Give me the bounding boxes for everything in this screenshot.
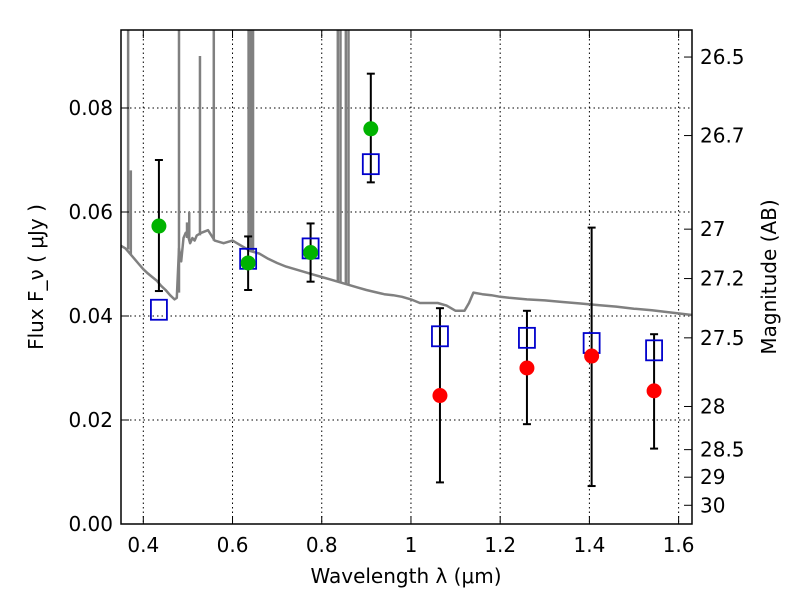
- detection-point: [240, 255, 256, 271]
- y-axis-ticks: 0.00 0.02 0.04 0.06 0.08: [68, 96, 129, 536]
- right-axis-label: Magnitude (AB): [757, 199, 781, 354]
- faint-point: [519, 360, 535, 376]
- y-tick-label: 0.08: [68, 96, 113, 120]
- x-tick-label: 0.8: [306, 533, 338, 557]
- right-tick-label: 28: [700, 394, 725, 418]
- faint-point: [432, 388, 448, 404]
- right-tick-label: 26.5: [700, 45, 745, 69]
- detection-point: [363, 121, 379, 137]
- model-photometry-square: [361, 153, 380, 176]
- error-bars: [154, 72, 659, 488]
- photometry-markers: [150, 121, 663, 404]
- model-photometry-square: [150, 298, 168, 321]
- right-tick-label: 27: [700, 217, 725, 241]
- right-tick-label: 30: [700, 493, 725, 517]
- x-tick-label: 1.6: [663, 533, 695, 557]
- plot-frame: [120, 29, 693, 525]
- right-tick-label: 27.5: [700, 326, 745, 350]
- model-photometry-square: [518, 326, 536, 349]
- y-tick-label: 0.00: [68, 512, 113, 536]
- template-continuum: [120, 228, 693, 317]
- x-tick-label: 0.6: [217, 533, 249, 557]
- right-tick-label: 27.2: [700, 267, 745, 291]
- detection-point: [151, 218, 167, 234]
- right-tick-label: 28.5: [700, 438, 745, 462]
- y-tick-label: 0.04: [68, 304, 113, 328]
- template-spectrum: [120, 30, 693, 317]
- x-axis-label: Wavelength λ (μm): [310, 564, 501, 588]
- detection-point: [303, 245, 319, 261]
- x-axis-ticks: 0.4 0.6 0.8 1 1.2 1.4 1.6: [127, 30, 695, 557]
- grid-lines: [121, 30, 692, 525]
- right-axis-ticks: 26.5 26.7 27 27.2 27.5 28 28.5 29 30: [684, 45, 745, 517]
- right-tick-label: 29: [700, 465, 725, 489]
- y-tick-label: 0.02: [68, 408, 113, 432]
- x-tick-label: 1.4: [573, 533, 605, 557]
- y-tick-label: 0.06: [68, 200, 113, 224]
- x-tick-label: 0.4: [127, 533, 159, 557]
- right-tick-label: 26.7: [700, 124, 745, 148]
- y-axis-label: Flux F_ν ( μJy ): [24, 204, 48, 350]
- model-photometry-square: [431, 325, 449, 348]
- x-tick-label: 1.2: [484, 533, 516, 557]
- model-photometry-square: [645, 339, 663, 362]
- x-tick-label: 1: [405, 533, 418, 557]
- faint-point: [584, 348, 600, 364]
- faint-point: [646, 383, 662, 399]
